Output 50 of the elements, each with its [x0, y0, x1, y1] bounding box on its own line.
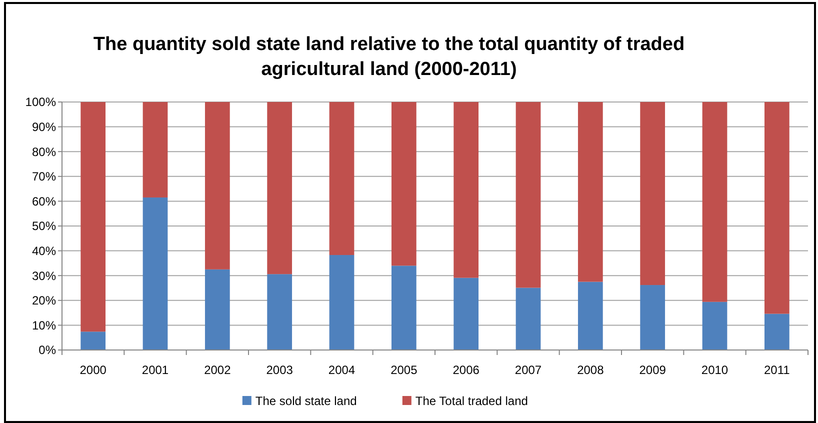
y-tick-label: 20%: [32, 294, 56, 308]
bar: [80, 332, 106, 350]
x-tick-label: 2010: [701, 363, 728, 377]
y-tick-label: 40%: [32, 244, 56, 258]
bar: [329, 102, 354, 256]
bar: [764, 102, 790, 314]
bar: [267, 274, 292, 350]
y-tick-label: 10%: [32, 318, 56, 332]
bar: [702, 102, 728, 302]
bar: [640, 102, 666, 286]
x-tick-label: 2009: [639, 363, 666, 377]
bar: [702, 302, 728, 350]
y-tick-label: 60%: [32, 194, 56, 208]
y-tick-label: 70%: [32, 170, 56, 184]
legend-label: The sold state land: [255, 394, 357, 408]
y-tick-label: 80%: [32, 144, 56, 159]
x-tick-label: 2001: [142, 363, 169, 377]
bar: [640, 285, 666, 350]
x-tick-label: 2004: [328, 363, 356, 377]
x-tick-label: 2006: [452, 363, 480, 377]
legend-label: The Total traded land: [415, 394, 528, 408]
bar: [142, 197, 168, 350]
bar: [764, 314, 790, 350]
x-tick-label: 2011: [764, 363, 790, 377]
bar: [516, 102, 541, 288]
bar: [391, 266, 416, 350]
x-tick-label: 2002: [204, 363, 232, 377]
bar: [391, 102, 416, 266]
bar: [329, 255, 354, 350]
y-tick-label: 50%: [32, 219, 56, 234]
x-tick-label: 2008: [577, 363, 604, 377]
bar: [204, 102, 230, 270]
bar: [454, 278, 479, 350]
bar: [454, 102, 479, 278]
bar: [578, 102, 603, 282]
bar: [516, 288, 541, 350]
x-tick-label: 2005: [390, 363, 418, 377]
bar: [578, 282, 603, 350]
y-tick-label: 0%: [38, 343, 56, 358]
y-tick-label: 100%: [25, 95, 56, 110]
chart-title: The quantity sold state land relative to the total quantity of traded agricultural land (2000-2011): [93, 34, 685, 80]
x-tick-label: 2007: [514, 363, 542, 377]
x-tick-label: 2000: [80, 363, 107, 377]
bar: [142, 102, 168, 198]
bar: [267, 102, 292, 274]
x-tick-label: 2003: [266, 363, 294, 377]
bar: [204, 269, 230, 350]
y-tick-label: 90%: [32, 120, 56, 134]
bar: [80, 102, 106, 332]
y-tick-label: 30%: [32, 268, 56, 283]
